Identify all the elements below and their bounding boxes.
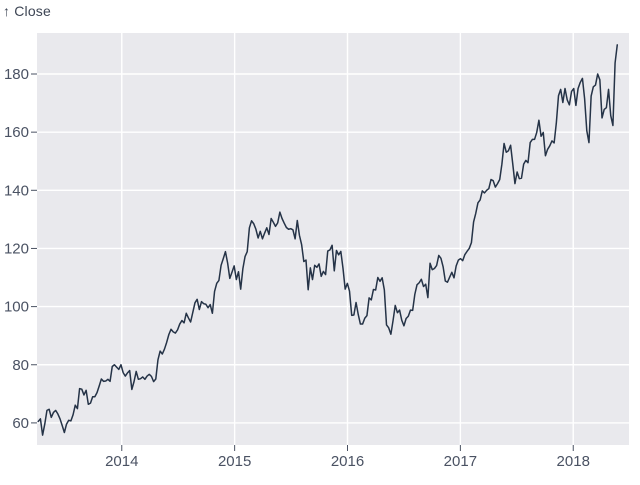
y-tick-label: 120 bbox=[4, 240, 29, 257]
y-axis-title-text: Close bbox=[14, 3, 51, 19]
x-tick-label: 2018 bbox=[557, 453, 590, 470]
axis-ticks bbox=[31, 73, 574, 451]
close-price-line bbox=[37, 44, 619, 436]
plot-panel bbox=[37, 33, 629, 445]
y-tick-label: 140 bbox=[4, 182, 29, 199]
y-tick-label: 60 bbox=[12, 415, 29, 432]
up-arrow-icon: ↑ bbox=[3, 3, 11, 19]
x-tick-label: 2015 bbox=[218, 453, 251, 470]
y-tick-label: 180 bbox=[4, 66, 29, 83]
y-tick-label: 160 bbox=[4, 124, 29, 141]
y-axis-title: ↑ Close bbox=[3, 3, 51, 19]
axis-tick-labels: 60 80 100 120 140 160 180 2014 2015 2016 2017 2018 bbox=[4, 66, 590, 470]
gridlines bbox=[37, 33, 629, 445]
x-tick-label: 2014 bbox=[105, 453, 138, 470]
x-tick-label: 2016 bbox=[331, 453, 364, 470]
x-tick-label: 2017 bbox=[444, 453, 477, 470]
y-tick-label: 100 bbox=[4, 299, 29, 316]
y-tick-label: 80 bbox=[12, 357, 29, 374]
